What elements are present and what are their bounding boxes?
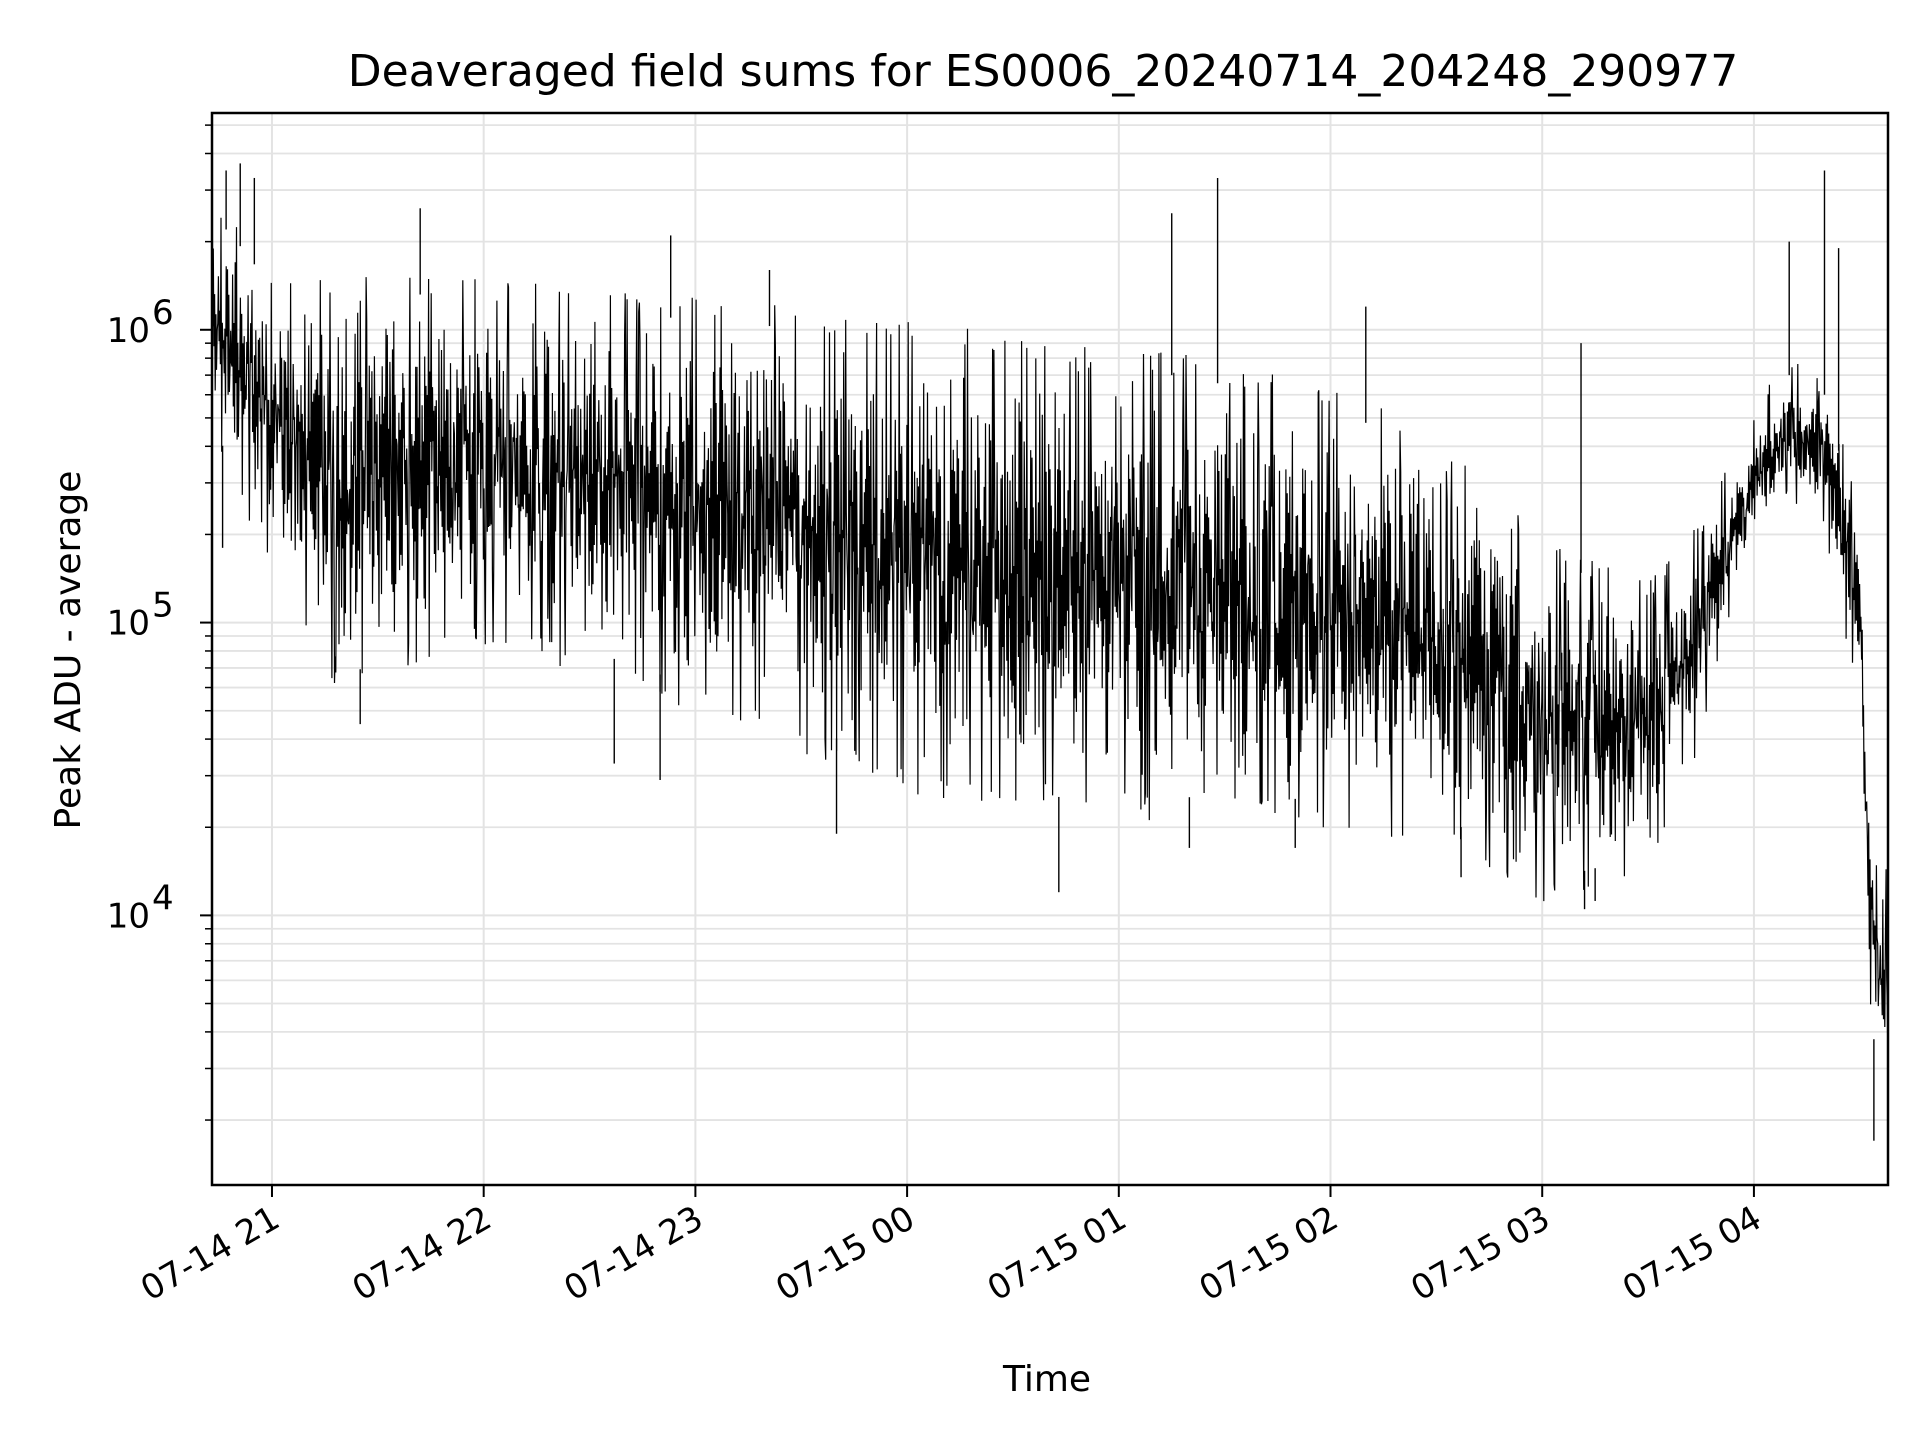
y-tick-label-exponent: 5	[152, 586, 174, 626]
y-tick-label: 10 4	[107, 878, 174, 936]
y-tick-label: 10 6	[107, 293, 174, 351]
y-tick-label-exponent: 4	[152, 878, 174, 918]
chart-title: Deaveraged field sums for ES0006_2024071…	[348, 46, 1739, 97]
plot-area-frame	[210, 111, 1890, 1187]
y-tick-label: 10 5	[107, 586, 174, 644]
x-axis-title: Time	[1002, 1359, 1091, 1400]
data-series	[211, 163, 1889, 1141]
y-tick-label-base: 10	[107, 896, 150, 936]
y-tick-label-base: 10	[107, 311, 150, 351]
y-axis-title: Peak ADU - average	[48, 471, 89, 830]
y-tick-label-exponent: 6	[152, 293, 174, 333]
series-line	[211, 217, 1889, 1087]
y-tick-label-base: 10	[107, 604, 150, 644]
